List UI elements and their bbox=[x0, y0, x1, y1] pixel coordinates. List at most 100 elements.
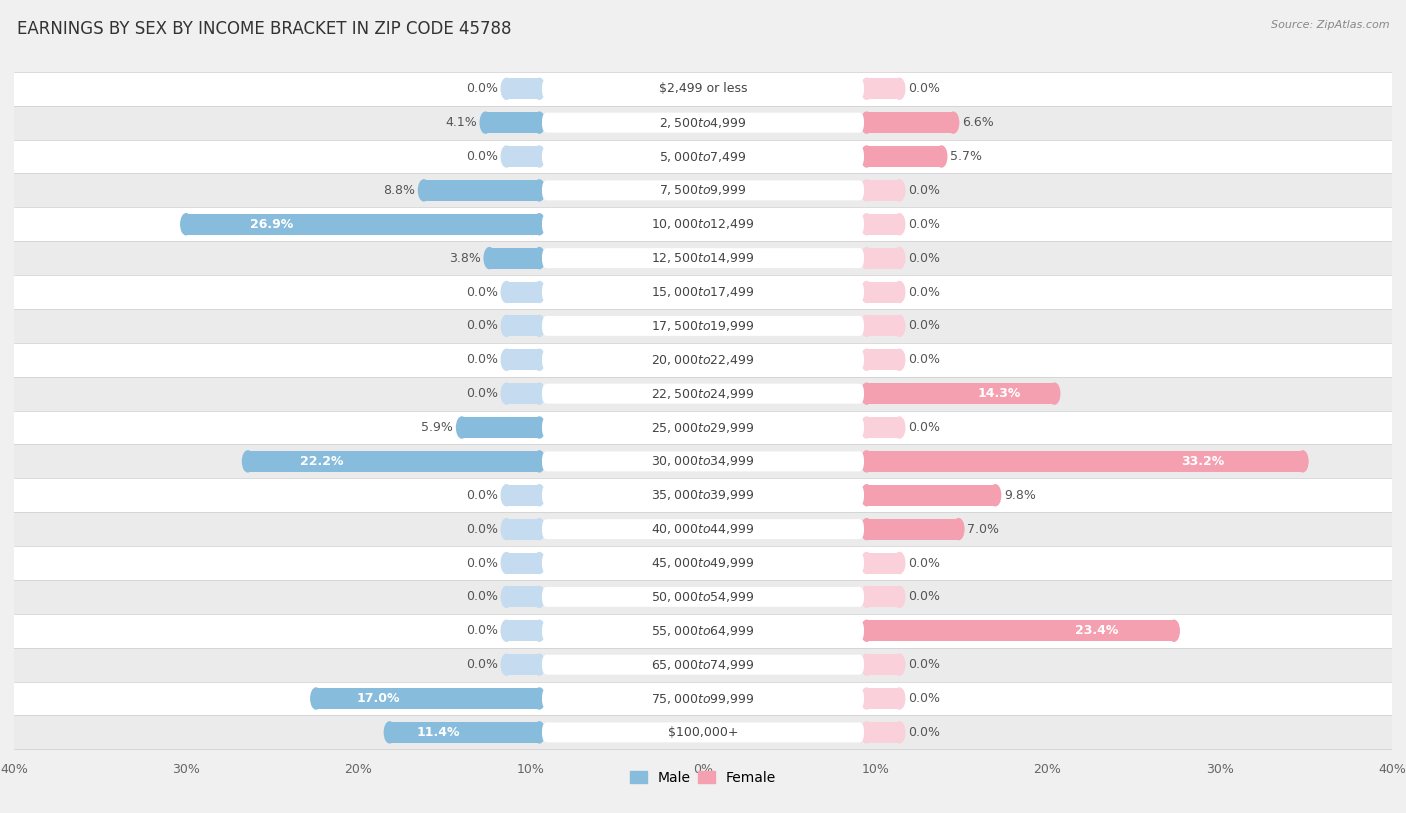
Bar bbox=[316, 688, 540, 709]
FancyBboxPatch shape bbox=[541, 316, 865, 336]
Text: $12,500 to $14,999: $12,500 to $14,999 bbox=[651, 251, 755, 265]
Circle shape bbox=[862, 112, 872, 133]
Circle shape bbox=[181, 214, 191, 235]
Bar bbox=[485, 112, 540, 133]
Text: $17,500 to $19,999: $17,500 to $19,999 bbox=[651, 319, 755, 333]
Bar bbox=[14, 715, 1392, 750]
Circle shape bbox=[894, 350, 905, 370]
Bar bbox=[14, 140, 1392, 173]
Text: 0.0%: 0.0% bbox=[908, 590, 941, 603]
Text: 0.0%: 0.0% bbox=[908, 184, 941, 197]
Bar bbox=[866, 281, 900, 302]
Circle shape bbox=[457, 417, 467, 438]
Bar bbox=[14, 72, 1392, 106]
Text: 33.2%: 33.2% bbox=[1181, 455, 1225, 467]
Bar bbox=[866, 350, 900, 370]
Bar bbox=[506, 78, 540, 99]
Circle shape bbox=[894, 553, 905, 573]
Text: $30,000 to $34,999: $30,000 to $34,999 bbox=[651, 454, 755, 468]
Circle shape bbox=[948, 112, 959, 133]
Text: 5.7%: 5.7% bbox=[950, 150, 983, 163]
Bar bbox=[506, 519, 540, 540]
FancyBboxPatch shape bbox=[541, 384, 865, 403]
FancyBboxPatch shape bbox=[541, 587, 865, 606]
Circle shape bbox=[534, 383, 544, 404]
Circle shape bbox=[862, 654, 872, 675]
Circle shape bbox=[894, 180, 905, 201]
Text: $5,000 to $7,499: $5,000 to $7,499 bbox=[659, 150, 747, 163]
Bar bbox=[489, 248, 540, 268]
Bar bbox=[866, 417, 900, 438]
Circle shape bbox=[501, 553, 512, 573]
Bar bbox=[506, 281, 540, 302]
Circle shape bbox=[894, 654, 905, 675]
Circle shape bbox=[534, 180, 544, 201]
Circle shape bbox=[534, 722, 544, 743]
FancyBboxPatch shape bbox=[541, 282, 865, 302]
Circle shape bbox=[534, 553, 544, 573]
Bar bbox=[866, 688, 900, 709]
Circle shape bbox=[862, 180, 872, 201]
Bar bbox=[506, 383, 540, 404]
Bar bbox=[14, 478, 1392, 512]
Circle shape bbox=[501, 383, 512, 404]
Bar bbox=[866, 248, 900, 268]
Circle shape bbox=[481, 112, 491, 133]
Circle shape bbox=[1168, 620, 1180, 641]
Bar bbox=[506, 315, 540, 337]
Bar bbox=[423, 180, 540, 201]
Text: $20,000 to $22,499: $20,000 to $22,499 bbox=[651, 353, 755, 367]
Text: 0.0%: 0.0% bbox=[465, 150, 498, 163]
Text: 0.0%: 0.0% bbox=[908, 726, 941, 739]
Text: 0.0%: 0.0% bbox=[908, 354, 941, 366]
Text: 5.9%: 5.9% bbox=[422, 421, 453, 434]
Circle shape bbox=[311, 688, 322, 709]
Bar bbox=[14, 681, 1392, 715]
Text: 0.0%: 0.0% bbox=[908, 659, 941, 671]
Text: 3.8%: 3.8% bbox=[449, 252, 481, 264]
Bar bbox=[506, 620, 540, 641]
Bar bbox=[866, 553, 900, 573]
Text: 7.0%: 7.0% bbox=[967, 523, 1000, 536]
Bar bbox=[866, 315, 900, 337]
Bar bbox=[866, 214, 900, 235]
Text: 0.0%: 0.0% bbox=[908, 557, 941, 569]
Text: 22.2%: 22.2% bbox=[301, 455, 344, 467]
Text: EARNINGS BY SEX BY INCOME BRACKET IN ZIP CODE 45788: EARNINGS BY SEX BY INCOME BRACKET IN ZIP… bbox=[17, 20, 512, 38]
Text: 0.0%: 0.0% bbox=[908, 252, 941, 264]
Circle shape bbox=[862, 417, 872, 438]
Circle shape bbox=[501, 350, 512, 370]
FancyBboxPatch shape bbox=[541, 146, 865, 167]
Bar bbox=[14, 376, 1392, 411]
Text: $40,000 to $44,999: $40,000 to $44,999 bbox=[651, 522, 755, 536]
Circle shape bbox=[862, 315, 872, 337]
Bar bbox=[14, 173, 1392, 207]
FancyBboxPatch shape bbox=[541, 689, 865, 708]
Text: $15,000 to $17,499: $15,000 to $17,499 bbox=[651, 285, 755, 299]
Bar bbox=[506, 350, 540, 370]
Text: $45,000 to $49,999: $45,000 to $49,999 bbox=[651, 556, 755, 570]
Text: Source: ZipAtlas.com: Source: ZipAtlas.com bbox=[1271, 20, 1389, 30]
Text: 0.0%: 0.0% bbox=[465, 489, 498, 502]
Text: 0.0%: 0.0% bbox=[465, 285, 498, 298]
Circle shape bbox=[534, 78, 544, 99]
Text: 0.0%: 0.0% bbox=[908, 320, 941, 333]
Text: $65,000 to $74,999: $65,000 to $74,999 bbox=[651, 658, 755, 672]
Bar bbox=[186, 214, 540, 235]
Circle shape bbox=[419, 180, 429, 201]
Bar bbox=[14, 512, 1392, 546]
Circle shape bbox=[953, 519, 965, 540]
Circle shape bbox=[894, 586, 905, 607]
Bar bbox=[506, 654, 540, 675]
Circle shape bbox=[534, 586, 544, 607]
Circle shape bbox=[936, 146, 946, 167]
Legend: Male, Female: Male, Female bbox=[624, 766, 782, 790]
Circle shape bbox=[862, 519, 872, 540]
Circle shape bbox=[534, 451, 544, 472]
Text: 4.1%: 4.1% bbox=[446, 116, 477, 129]
FancyBboxPatch shape bbox=[541, 113, 865, 133]
Text: $55,000 to $64,999: $55,000 to $64,999 bbox=[651, 624, 755, 637]
Circle shape bbox=[894, 722, 905, 743]
Circle shape bbox=[534, 654, 544, 675]
Bar bbox=[866, 112, 953, 133]
